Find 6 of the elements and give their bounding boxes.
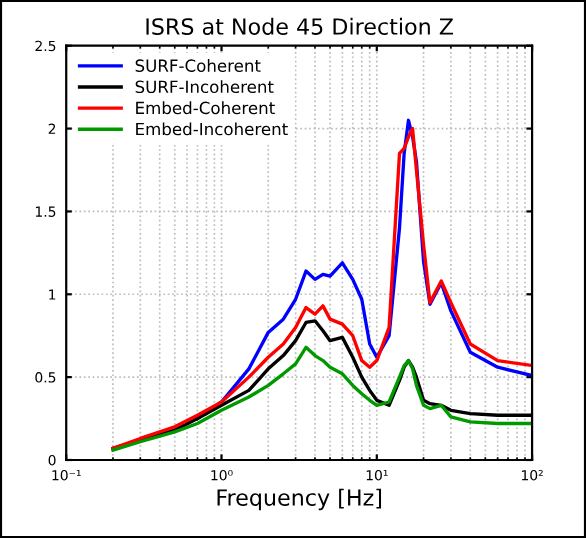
legend-label: SURF-Coherent	[135, 59, 261, 72]
legend-label: Embed-Coherent	[136, 101, 275, 115]
x-axis-title: Frequency [Hz]	[217, 488, 382, 511]
legend-label: Embed-Incoherent	[136, 122, 288, 136]
legend-label: SURF-Incoherent	[135, 80, 274, 94]
chart-title: ISRS at Node 45 Direction Z	[146, 17, 454, 35]
